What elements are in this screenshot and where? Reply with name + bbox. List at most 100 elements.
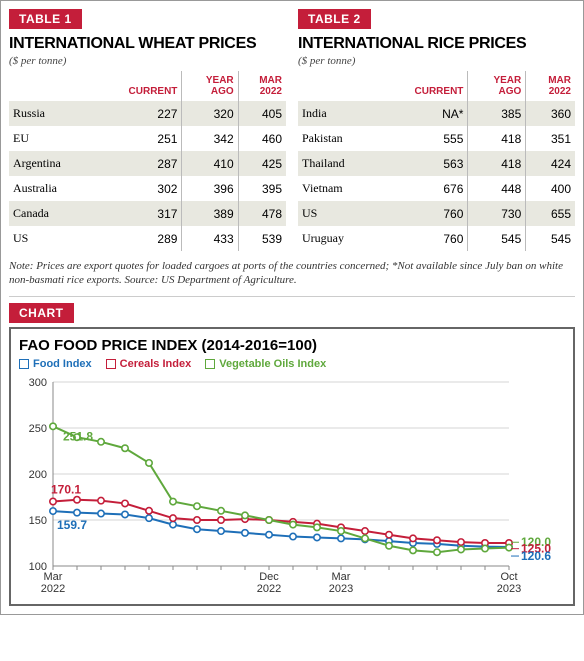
cell: 545 <box>468 226 526 251</box>
table-row: Vietnam676448400 <box>298 176 575 201</box>
legend-item: Cereals Index <box>106 358 192 370</box>
table-row: US289433539 <box>9 226 286 251</box>
cell: 563 <box>378 151 468 176</box>
cell: 405 <box>238 101 286 126</box>
cell: 385 <box>468 101 526 126</box>
table-row: Pakistan555418351 <box>298 126 575 151</box>
table-row: Canada317389478 <box>9 201 286 226</box>
cell: 433 <box>182 226 238 251</box>
col-header <box>9 71 94 101</box>
table-row: US760730655 <box>298 201 575 226</box>
svg-text:200: 200 <box>29 469 47 481</box>
table1-unit: ($ per tonne) <box>9 55 286 67</box>
chart-box: FAO FOOD PRICE INDEX (2014-2016=100) Foo… <box>9 327 575 606</box>
col-header: MAR2022 <box>238 71 286 101</box>
col-header: MAR2022 <box>526 71 575 101</box>
svg-text:251.8: 251.8 <box>63 429 93 443</box>
footnote: Note: Prices are export quotes for loade… <box>9 259 575 288</box>
cell: 545 <box>526 226 575 251</box>
cell: 251 <box>94 126 182 151</box>
col-header <box>298 71 378 101</box>
svg-text:Mar: Mar <box>44 571 63 583</box>
cell: 342 <box>182 126 238 151</box>
cell: US <box>9 226 94 251</box>
cell: 317 <box>94 201 182 226</box>
table-row: Thailand563418424 <box>298 151 575 176</box>
svg-text:Mar: Mar <box>332 571 351 583</box>
cell: 320 <box>182 101 238 126</box>
legend-swatch <box>19 359 29 369</box>
cell: Argentina <box>9 151 94 176</box>
cell: Thailand <box>298 151 378 176</box>
legend-label: Cereals Index <box>120 358 192 370</box>
line-chart: 100150200250300Mar2022Dec2022Mar2023Oct2… <box>19 376 559 596</box>
cell: 400 <box>526 176 575 201</box>
legend-swatch <box>205 359 215 369</box>
cell: 418 <box>468 126 526 151</box>
col-header: YEARAGO <box>182 71 238 101</box>
cell: 396 <box>182 176 238 201</box>
svg-text:Oct: Oct <box>500 571 517 583</box>
svg-text:Dec: Dec <box>259 571 279 583</box>
cell: 227 <box>94 101 182 126</box>
cell: 478 <box>238 201 286 226</box>
svg-text:2022: 2022 <box>41 583 65 595</box>
svg-text:2022: 2022 <box>257 583 281 595</box>
col-header: CURRENT <box>378 71 468 101</box>
cell: Vietnam <box>298 176 378 201</box>
cell: 676 <box>378 176 468 201</box>
table2-unit: ($ per tonne) <box>298 55 575 67</box>
legend-swatch <box>106 359 116 369</box>
svg-text:300: 300 <box>29 377 47 389</box>
table-row: Russia227320405 <box>9 101 286 126</box>
table-row: IndiaNA*385360 <box>298 101 575 126</box>
cell: 448 <box>468 176 526 201</box>
col-header: CURRENT <box>94 71 182 101</box>
cell: Canada <box>9 201 94 226</box>
table2-tag: TABLE 2 <box>298 9 371 29</box>
table1-tag: TABLE 1 <box>9 9 82 29</box>
svg-text:120.6: 120.6 <box>521 549 551 563</box>
svg-text:250: 250 <box>29 423 47 435</box>
cell: 760 <box>378 226 468 251</box>
cell: 289 <box>94 226 182 251</box>
cell: 424 <box>526 151 575 176</box>
cell: India <box>298 101 378 126</box>
cell: 389 <box>182 201 238 226</box>
cell: 539 <box>238 226 286 251</box>
chart-tag: CHART <box>9 303 74 323</box>
svg-text:170.1: 170.1 <box>51 482 81 496</box>
cell: US <box>298 201 378 226</box>
table-row: Argentina287410425 <box>9 151 286 176</box>
table1: CURRENTYEARAGOMAR2022Russia227320405EU25… <box>9 71 286 251</box>
cell: 360 <box>526 101 575 126</box>
cell: 460 <box>238 126 286 151</box>
cell: 395 <box>238 176 286 201</box>
cell: 425 <box>238 151 286 176</box>
legend-label: Vegetable Oils Index <box>219 358 326 370</box>
cell: Russia <box>9 101 94 126</box>
cell: EU <box>9 126 94 151</box>
legend-item: Vegetable Oils Index <box>205 358 326 370</box>
chart-title: FAO FOOD PRICE INDEX (2014-2016=100) <box>19 337 565 354</box>
table2-block: TABLE 2 INTERNATIONAL RICE PRICES ($ per… <box>298 9 575 251</box>
table2: CURRENTYEARAGOMAR2022IndiaNA*385360Pakis… <box>298 71 575 251</box>
cell: 655 <box>526 201 575 226</box>
svg-text:2023: 2023 <box>497 583 521 595</box>
table1-title: INTERNATIONAL WHEAT PRICES <box>9 35 286 53</box>
table-row: Uruguay760545545 <box>298 226 575 251</box>
chart-legend: Food Index Cereals Index Vegetable Oils In… <box>19 358 565 370</box>
cell: Uruguay <box>298 226 378 251</box>
cell: 351 <box>526 126 575 151</box>
cell: 760 <box>378 201 468 226</box>
chart-section: CHART FAO FOOD PRICE INDEX (2014-2016=10… <box>9 296 575 606</box>
cell: Pakistan <box>298 126 378 151</box>
cell: NA* <box>378 101 468 126</box>
cell: 287 <box>94 151 182 176</box>
legend-label: Food Index <box>33 358 92 370</box>
cell: 410 <box>182 151 238 176</box>
cell: 555 <box>378 126 468 151</box>
table1-block: TABLE 1 INTERNATIONAL WHEAT PRICES ($ pe… <box>9 9 286 251</box>
svg-text:150: 150 <box>29 515 47 527</box>
table2-title: INTERNATIONAL RICE PRICES <box>298 35 575 53</box>
